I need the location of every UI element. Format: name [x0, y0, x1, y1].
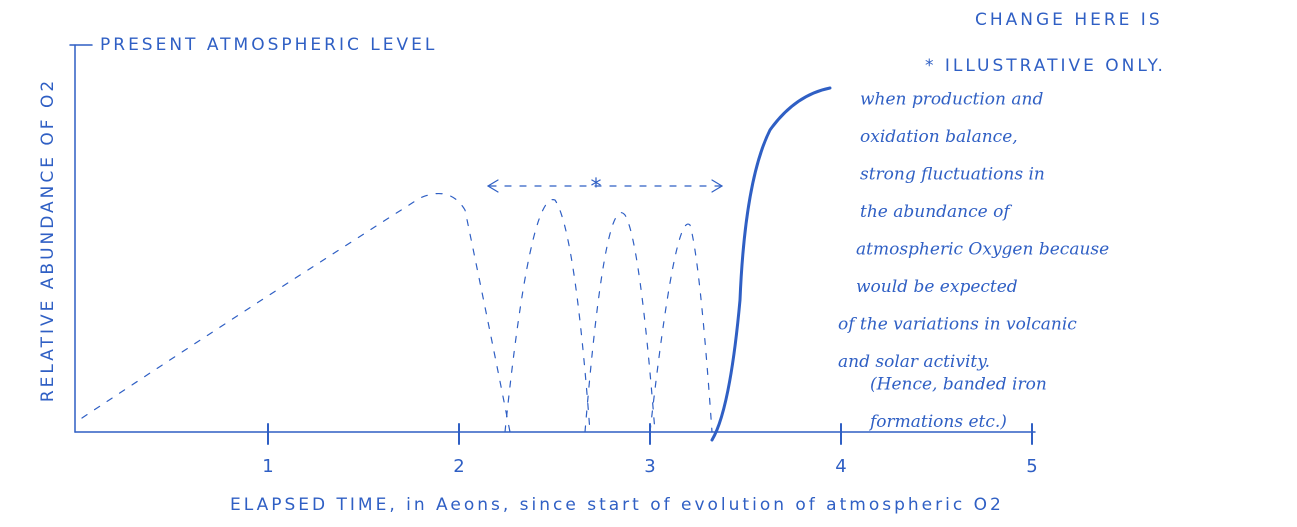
fluctuation [649, 223, 713, 433]
x-tick-label: 2 [453, 456, 464, 477]
oxygen-rise [710, 86, 832, 442]
note-line: the abundance of [860, 202, 1012, 222]
note-line: atmospheric Oxygen because [856, 240, 1109, 260]
note-line: strong fluctuations in [860, 165, 1045, 185]
note-line: formations etc.) [868, 412, 1007, 432]
x-tick-label: 5 [1026, 456, 1037, 477]
x-ticks: 1 2 3 4 5 [262, 423, 1038, 477]
note-line: and solar activity. [838, 352, 990, 372]
note-line: of the variations in volcanic [838, 315, 1077, 335]
arrow-heads [486, 179, 724, 193]
note-line: (Hence, banded iron [870, 375, 1047, 395]
early-curve [81, 192, 511, 433]
x-tick-label: 3 [644, 456, 655, 477]
fluctuation [504, 199, 591, 433]
note-line: would be expected [856, 277, 1018, 297]
note-heading: * ILLUSTRATIVE ONLY. [925, 56, 1166, 76]
note: CHANGE HERE IS * ILLUSTRATIVE ONLY. when p… [838, 10, 1166, 432]
present-level-label: PRESENT ATMOSPHERIC LEVEL [100, 35, 437, 55]
fluctuation [584, 212, 656, 433]
x-tick-label: 1 [262, 456, 273, 477]
asterisk: * [591, 175, 602, 200]
note-heading: CHANGE HERE IS [975, 10, 1163, 30]
note-line: when production and [860, 90, 1043, 110]
x-axis-label: ELAPSED TIME, in Aeons, since start of e… [230, 495, 1004, 515]
x-tick-label: 4 [835, 456, 846, 477]
note-line: oxidation balance, [860, 127, 1018, 147]
y-axis-label: RELATIVE ABUNDANCE OF O2 [38, 78, 58, 402]
